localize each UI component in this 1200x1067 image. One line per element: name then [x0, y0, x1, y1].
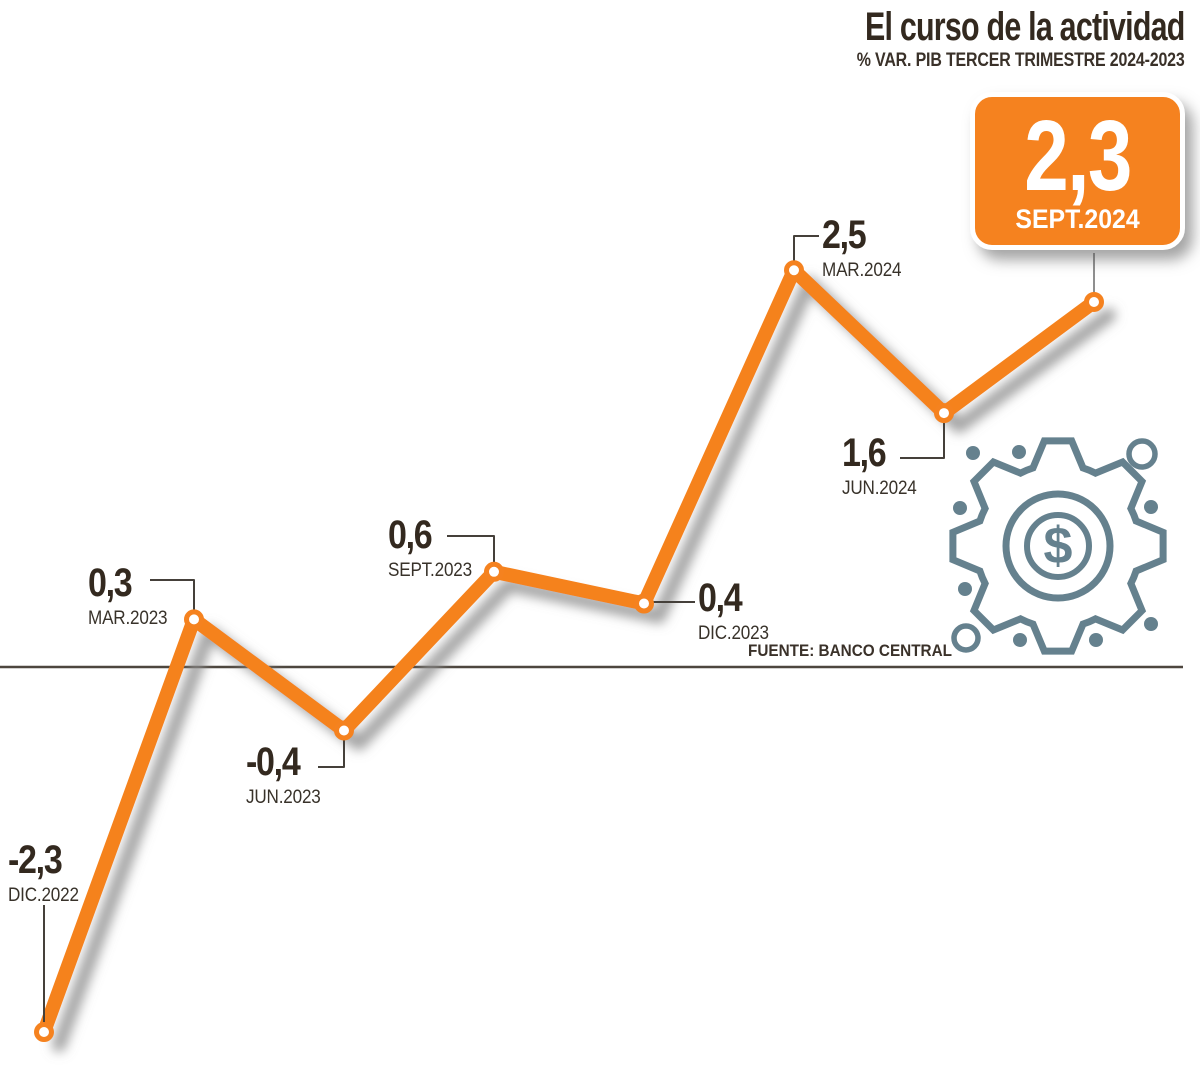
gear-dollar-icon: $ [949, 437, 1167, 655]
point-label: 1,6 JUN.2024 [842, 433, 925, 498]
point-date: JUN.2023 [246, 787, 321, 808]
callout-line [447, 535, 495, 564]
point-value: -0,4 [246, 740, 301, 784]
data-point [784, 260, 804, 281]
dollar-sign-glyph: $ [1044, 517, 1073, 575]
data-point [934, 403, 954, 424]
point-value: 1,6 [842, 431, 887, 475]
point-date: MAR.2023 [88, 608, 168, 629]
highlight-badge: 2,3 SEPT.2024 [970, 92, 1185, 250]
decor-dot [1144, 500, 1158, 514]
decor-dot [966, 446, 980, 460]
point-label: 2,5 MAR.2024 [822, 215, 910, 280]
data-point [1084, 291, 1104, 312]
point-label: -0,4 JUN.2023 [246, 742, 329, 807]
point-label: 0,4 DIC.2023 [698, 578, 777, 643]
source-credit: FUENTE: BANCO CENTRAL [748, 641, 952, 660]
point-date: DIC.2023 [698, 623, 769, 644]
data-point [634, 593, 654, 614]
point-date: SEPT.2023 [388, 560, 472, 581]
data-point [34, 1022, 54, 1043]
callout-line [793, 235, 819, 263]
chart-title: El curso de la actividad [865, 5, 1185, 49]
data-point [184, 609, 204, 630]
point-value: 0,6 [388, 513, 433, 557]
callout-line [900, 422, 945, 459]
decor-dot [953, 501, 967, 515]
point-date: MAR.2024 [822, 260, 902, 281]
title-block: El curso de la actividad % VAR. PIB TERC… [764, 5, 1186, 72]
decor-dot [1012, 445, 1026, 459]
decor-dot [958, 582, 972, 596]
point-value: 2,5 [822, 213, 867, 257]
point-date: DIC.2022 [8, 885, 79, 906]
data-point [334, 720, 354, 741]
point-label: -2,3 DIC.2022 [8, 840, 87, 905]
trend-line [37, 263, 1101, 1040]
data-point [484, 561, 504, 582]
decor-dot [1144, 617, 1158, 631]
point-value: 0,4 [698, 576, 743, 620]
point-value: -2,3 [8, 838, 63, 882]
point-date: JUN.2024 [842, 478, 917, 499]
decor-dot [1013, 633, 1027, 647]
highlight-date: SEPT.2024 [1015, 203, 1140, 234]
decor-ring [951, 623, 981, 653]
highlight-value: 2,3 [1024, 99, 1132, 212]
callout-line [150, 579, 195, 612]
point-label: 0,3 MAR.2023 [88, 563, 176, 628]
callout-line [318, 740, 345, 768]
point-value: 0,3 [88, 561, 133, 605]
decor-dot [1089, 633, 1103, 647]
point-label: 0,6 SEPT.2023 [388, 515, 481, 580]
decor-ring [1126, 438, 1158, 470]
chart-subtitle: % VAR. PIB TERCER TRIMESTRE 2024-2023 [857, 50, 1185, 71]
